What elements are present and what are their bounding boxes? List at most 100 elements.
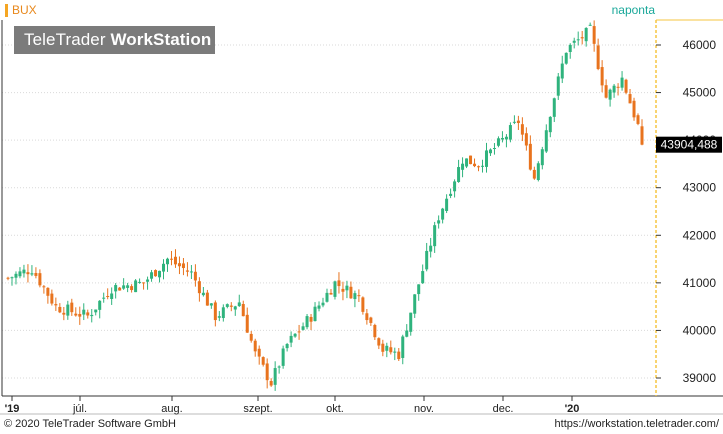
candle [500,131,504,143]
candle-body [169,258,173,260]
candle [604,79,608,99]
candle-body [540,149,544,166]
y-tick-label: 39000 [683,371,717,385]
candle [213,300,217,327]
candle-body [285,344,289,349]
candle-body [265,363,269,381]
candle-body [576,39,580,41]
candle-body [177,263,181,267]
y-tick-label: 42000 [683,228,717,242]
candle-body [441,208,445,220]
candle [516,115,520,131]
candle-body [289,335,293,343]
candle-body [209,303,213,306]
candle-body [564,52,568,64]
candle [393,347,397,361]
candle-body [197,281,201,294]
candle-body [321,302,325,306]
candle [640,119,644,146]
candle [361,296,365,315]
candle [596,38,600,71]
candle [146,276,150,290]
candle-body [616,86,620,88]
candle [433,221,437,253]
candle-body [337,280,341,287]
candle [620,71,624,91]
candle-body [640,126,644,145]
candle [209,303,213,309]
candle [405,324,409,338]
candle-body [504,136,508,140]
candle-body [90,314,94,317]
candle-body [453,181,457,192]
candle [253,338,257,357]
candle [70,298,74,316]
candle [504,134,508,148]
candle [528,135,532,171]
candle-body [548,116,552,133]
candle [536,161,540,182]
candle-body [592,26,596,44]
candle [201,286,205,297]
candle-body [74,313,78,316]
candle-body [612,85,616,93]
candle [261,356,265,367]
candle [154,269,158,277]
candle-body [146,279,150,282]
candle-body [245,314,249,333]
y-tick-label: 45000 [683,86,717,100]
y-tick-label: 40000 [683,323,717,337]
candle [185,262,189,277]
candle [397,348,401,361]
candle-body [361,297,365,312]
candle [349,281,353,299]
candle-body [516,120,520,124]
period-label[interactable]: naponta [611,3,655,17]
candle-body [389,347,393,353]
source-url-link[interactable]: https://workstation.teletrader.com/ [554,418,719,430]
candle-body [82,309,86,315]
candle-body [134,280,138,293]
candle [465,158,469,169]
candle-body [345,285,349,291]
candle [169,250,173,266]
candle-body [225,304,229,307]
copyright-text: © 2020 TeleTrader Software GmbH [4,418,176,430]
candle-body [126,285,130,288]
candle [142,282,146,290]
candle [273,361,277,391]
brand-light-text: TeleTrader [24,30,111,49]
candle [225,303,229,309]
candle-body [413,294,417,314]
candle-body [86,312,90,316]
candle [34,267,38,279]
candle-body [309,316,313,322]
candle [488,148,492,157]
candle [401,334,405,365]
candle-body [369,317,373,323]
candle [177,256,181,275]
candle-body [584,27,588,42]
candle-body [465,158,469,167]
x-tick-label: '20 [565,403,580,415]
candle [377,337,381,350]
candle [588,22,592,26]
candle [457,159,461,183]
candle [10,276,14,286]
candle-body [512,121,516,123]
candle [341,281,345,301]
candle-body [66,304,70,316]
candle [421,264,425,284]
candle-body [185,270,189,272]
candle-body [600,67,604,86]
candle [540,146,544,170]
candle [189,265,193,280]
candle-body [241,304,245,317]
candle-body [317,305,321,309]
candle-body [528,143,532,170]
candle-body [38,273,42,286]
candle [26,264,30,283]
candle [313,302,317,322]
candle-body [122,285,126,289]
candle [173,249,177,268]
